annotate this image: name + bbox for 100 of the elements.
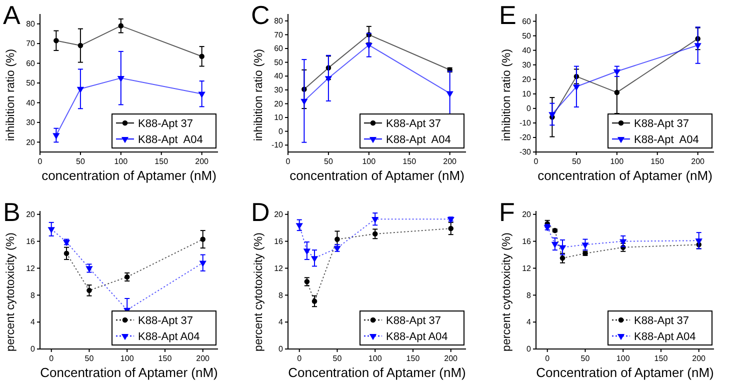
x-tick-label: 200 <box>443 157 458 166</box>
legend-label: K88-Apt A04 <box>386 134 451 146</box>
x-axis-title: Concentration of Aptamer (nM) <box>288 365 466 380</box>
y-tick-label: 12 <box>274 264 284 273</box>
y-tick-label: -30 <box>519 148 532 157</box>
x-tick-label: 150 <box>402 157 417 166</box>
x-tick-label: 100 <box>610 157 624 166</box>
x-tick-label: 0 <box>297 354 302 363</box>
y-tick-label: 30 <box>522 60 532 70</box>
y-tick-label: 70 <box>274 30 284 40</box>
legend-label: K88-Apt A04 <box>138 134 203 146</box>
legend-label: K88-Apt 37 <box>634 118 690 130</box>
y-axis-title: percent cytotoxicity (%) <box>5 232 17 352</box>
y-tick-label: 4 <box>526 318 532 327</box>
y-axis-title: inhibition ratio (%) <box>253 48 265 142</box>
y-axis-title: inhibition ratio (%) <box>5 48 17 142</box>
chart-title: C <box>251 0 270 30</box>
y-tick-label: 0 <box>278 126 284 136</box>
chart-title: B <box>3 197 20 227</box>
legend-label: K88-Apt A04 <box>634 134 699 146</box>
legend-label: K88-Apt 37 <box>386 314 442 327</box>
y-tick-label: 40 <box>522 46 532 55</box>
x-tick-label: 0 <box>545 354 550 363</box>
y-tick-label: 40 <box>274 72 284 81</box>
y-tick-label: 20 <box>522 75 532 84</box>
y-tick-label: -10 <box>519 118 532 128</box>
y-tick-label: 20 <box>26 210 36 220</box>
x-tick-label: 50 <box>332 354 342 363</box>
x-tick-label: 50 <box>572 157 582 166</box>
y-tick-label: 0 <box>30 344 36 354</box>
legend-label: K88-Apt 37 <box>138 118 194 130</box>
x-tick-label: 150 <box>406 354 420 363</box>
x-tick-label: 100 <box>120 354 134 363</box>
y-tick-label: 60 <box>274 44 284 54</box>
y-tick-label: 50 <box>522 31 532 40</box>
x-tick-label: 100 <box>616 354 630 363</box>
legend-label: K88-Apt 37 <box>634 314 690 327</box>
y-tick-label: 10 <box>274 113 284 122</box>
legend-label: K88-Apt A04 <box>138 330 200 343</box>
y-tick-label: 20 <box>274 99 284 108</box>
legend-label: K88-Apt A04 <box>634 330 696 343</box>
y-tick-label: 8 <box>278 290 284 300</box>
y-tick-label: 16 <box>274 236 284 246</box>
y-tick-label: 20 <box>26 138 36 147</box>
x-tick-label: 150 <box>650 157 665 166</box>
x-tick-label: 100 <box>368 354 382 363</box>
y-tick-label: 8 <box>526 290 532 300</box>
y-tick-label: 80 <box>26 19 36 28</box>
y-tick-label: 50 <box>26 78 36 88</box>
x-axis-title: concentration of Aptamer (nM) <box>538 168 712 183</box>
x-tick-label: 200 <box>691 157 706 166</box>
x-tick-label: 0 <box>534 157 539 166</box>
x-tick-label: 0 <box>286 157 291 166</box>
y-tick-label: 12 <box>522 264 532 273</box>
x-tick-label: 0 <box>49 354 54 363</box>
y-tick-label: 50 <box>274 58 284 67</box>
legend-label: K88-Apt A04 <box>386 330 448 343</box>
y-tick-label: 30 <box>26 118 36 128</box>
x-tick-label: 50 <box>324 157 334 166</box>
y-tick-label: 16 <box>522 236 532 246</box>
y-tick-label: 16 <box>26 236 36 246</box>
y-axis-title: percent cytotoxicity (%) <box>253 232 265 352</box>
y-tick-label: 60 <box>26 58 36 68</box>
x-tick-label: 200 <box>195 157 210 166</box>
x-tick-label: 200 <box>692 354 706 363</box>
y-tick-label: 0 <box>526 104 532 114</box>
chart-title: A <box>3 0 21 30</box>
x-tick-label: 200 <box>196 354 210 363</box>
x-tick-label: 150 <box>158 354 172 363</box>
y-tick-label: 10 <box>522 90 532 99</box>
y-tick-label: -20 <box>519 133 532 142</box>
y-tick-label: -10 <box>271 140 284 150</box>
legend-label: K88-Apt 37 <box>138 314 194 327</box>
y-tick-label: 60 <box>522 16 532 26</box>
y-tick-label: 80 <box>274 16 284 26</box>
y-tick-label: 30 <box>274 86 284 95</box>
y-tick-label: 20 <box>522 210 532 220</box>
x-tick-label: 150 <box>154 157 169 166</box>
y-tick-label: 70 <box>26 39 36 48</box>
chart-title: F <box>499 197 515 227</box>
y-tick-label: 20 <box>274 210 284 220</box>
x-tick-label: 100 <box>362 157 376 166</box>
chart-title: E <box>499 0 516 30</box>
y-tick-label: 4 <box>278 318 284 327</box>
y-tick-label: 8 <box>30 290 36 300</box>
y-tick-label: 4 <box>30 318 36 327</box>
x-tick-label: 200 <box>444 354 458 363</box>
chart-title: D <box>251 197 270 227</box>
legend-label: K88-Apt 37 <box>386 118 442 130</box>
x-axis-title: Concentration of Aptamer (nM) <box>536 365 714 380</box>
y-axis-title: inhibition ratio (%) <box>501 48 513 142</box>
x-tick-label: 50 <box>84 354 94 363</box>
x-axis-title: concentration of Aptamer (nM) <box>290 168 464 183</box>
y-tick-label: 0 <box>278 344 284 354</box>
x-tick-label: 0 <box>38 157 43 166</box>
x-axis-title: Concentration of Aptamer (nM) <box>40 365 218 380</box>
x-tick-label: 100 <box>114 157 128 166</box>
y-tick-label: 40 <box>26 98 36 108</box>
y-tick-label: 12 <box>26 264 36 273</box>
x-axis-title: concentration of Aptamer (nM) <box>42 168 216 183</box>
